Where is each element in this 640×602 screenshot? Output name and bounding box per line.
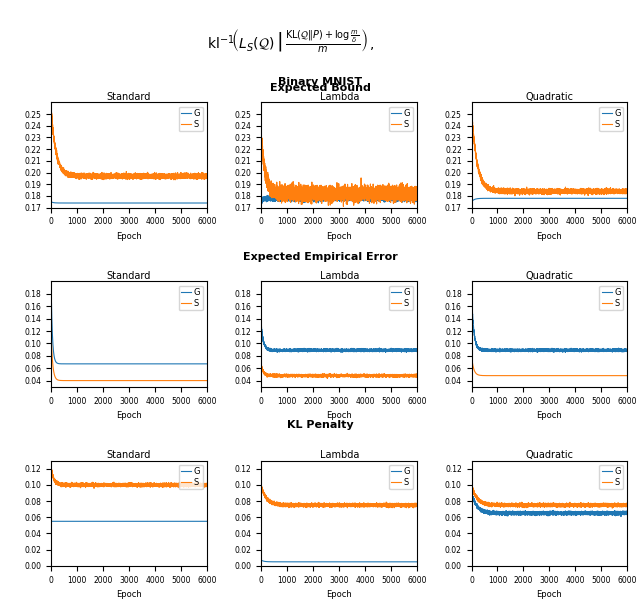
Title: Lambda: Lambda: [319, 450, 359, 460]
X-axis label: Epoch: Epoch: [536, 590, 562, 599]
X-axis label: Epoch: Epoch: [536, 232, 562, 241]
Legend: G, S: G, S: [599, 465, 623, 489]
Text: Expected Bound: Expected Bound: [269, 83, 371, 93]
Title: Lambda: Lambda: [319, 92, 359, 102]
Title: Standard: Standard: [107, 450, 151, 460]
X-axis label: Epoch: Epoch: [326, 411, 352, 420]
X-axis label: Epoch: Epoch: [116, 411, 142, 420]
Legend: G, S: G, S: [599, 107, 623, 131]
X-axis label: Epoch: Epoch: [326, 590, 352, 599]
X-axis label: Epoch: Epoch: [536, 411, 562, 420]
Legend: G, S: G, S: [599, 285, 623, 310]
Text: $\mathrm{kl}^{-1}\!\left(L_S(\mathcal{Q})\,\middle|\,\frac{\mathrm{KL}(\mathcal{: $\mathrm{kl}^{-1}\!\left(L_S(\mathcal{Q}…: [207, 28, 375, 54]
Text: KL Penalty: KL Penalty: [287, 420, 353, 430]
Legend: G, S: G, S: [179, 285, 203, 310]
Text: Binary MNIST: Binary MNIST: [278, 77, 362, 87]
Title: Quadratic: Quadratic: [525, 271, 573, 281]
X-axis label: Epoch: Epoch: [326, 232, 352, 241]
Legend: G, S: G, S: [179, 465, 203, 489]
Text: Expected Empirical Error: Expected Empirical Error: [243, 252, 397, 262]
X-axis label: Epoch: Epoch: [116, 590, 142, 599]
Title: Standard: Standard: [107, 92, 151, 102]
Legend: G, S: G, S: [389, 465, 413, 489]
X-axis label: Epoch: Epoch: [116, 232, 142, 241]
Legend: G, S: G, S: [179, 107, 203, 131]
Title: Lambda: Lambda: [319, 271, 359, 281]
Title: Quadratic: Quadratic: [525, 450, 573, 460]
Title: Standard: Standard: [107, 271, 151, 281]
Legend: G, S: G, S: [389, 285, 413, 310]
Legend: G, S: G, S: [389, 107, 413, 131]
Title: Quadratic: Quadratic: [525, 92, 573, 102]
